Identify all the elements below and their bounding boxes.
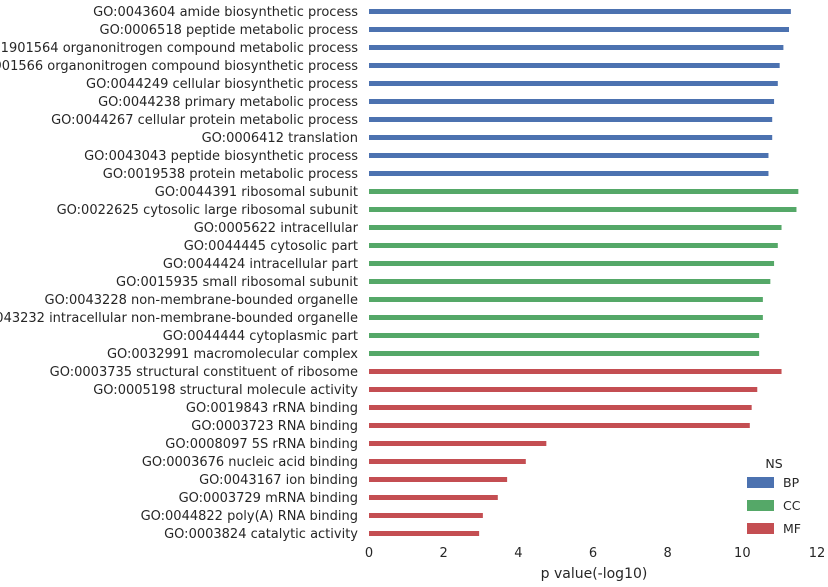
legend-label-bp: BP	[783, 475, 800, 490]
x-axis-ticks-group: 0 2 4 6 8 10 12	[365, 546, 825, 561]
category-label: GO:0006518 peptide metabolic process	[100, 23, 359, 38]
bar-cc-1	[369, 189, 799, 194]
bar-cc-8	[369, 315, 763, 320]
x-axis-title: p value(-log10)	[541, 566, 648, 582]
x-tick-label: 12	[809, 546, 826, 561]
bar-bp-4	[369, 63, 780, 68]
category-label: GO:0015935 small ribosomal subunit	[116, 275, 358, 290]
legend-swatch-bp	[747, 477, 774, 488]
category-label: GO:0043167 ion binding	[199, 473, 358, 488]
legend-entries-group: BP CC MF	[747, 475, 801, 536]
bar-mf-7	[369, 477, 508, 482]
bar-cc-2	[369, 207, 797, 212]
legend-swatch-mf	[747, 523, 774, 534]
bar-bp-5	[369, 81, 778, 86]
legend: NS BP CC MF	[747, 456, 801, 536]
category-label: GO:0003676 nucleic acid binding	[142, 455, 358, 470]
category-label: GO:0019538 protein metabolic process	[103, 167, 358, 182]
category-label: GO:0043232 intracellular non-membrane-bo…	[0, 311, 358, 326]
category-label: GO:0003723 RNA binding	[191, 419, 358, 434]
category-label: GO:0044822 poly(A) RNA binding	[141, 509, 358, 524]
bar-bp-2	[369, 27, 789, 32]
category-label: GO:0044391 ribosomal subunit	[155, 185, 358, 200]
category-label: GO:0032991 macromolecular complex	[107, 347, 358, 362]
category-label: GO:0044267 cellular protein metabolic pr…	[51, 113, 358, 128]
x-tick-label: 4	[514, 546, 522, 561]
bar-bp-8	[369, 135, 773, 140]
bar-cc-9	[369, 333, 760, 338]
bar-bp-9	[369, 153, 769, 158]
category-label: GO:0003735 structural constituent of rib…	[50, 365, 358, 380]
category-label: GO:0043604 amide biosynthetic process	[93, 5, 358, 20]
category-label: GO:0008097 5S rRNA binding	[165, 437, 358, 452]
bar-mf-8	[369, 495, 498, 500]
category-label: GO:0044445 cytosolic part	[184, 239, 358, 254]
category-label: GO:0003824 catalytic activity	[164, 527, 358, 542]
legend-swatch-cc	[747, 500, 774, 511]
category-label: GO:0044238 primary metabolic process	[98, 95, 358, 110]
bar-cc-5	[369, 261, 775, 266]
bar-cc-7	[369, 297, 763, 302]
category-label: GO:0006412 translation	[202, 131, 358, 146]
bar-mf-10	[369, 531, 480, 536]
legend-title: NS	[765, 456, 782, 471]
x-tick-label: 0	[365, 546, 373, 561]
bar-mf-2	[369, 387, 758, 392]
category-label: GO:0022625 cytosolic large ribosomal sub…	[57, 203, 358, 218]
category-label: GO:1901566 organonitrogen compound biosy…	[0, 59, 358, 74]
bar-cc-4	[369, 243, 778, 248]
category-label: GO:0019843 rRNA binding	[186, 401, 358, 416]
category-label: GO:0005198 structural molecule activity	[93, 383, 358, 398]
bars-group	[369, 9, 799, 536]
category-label: GO:0044424 intracellular part	[163, 257, 358, 272]
category-label: GO:0005622 intracellular	[194, 221, 359, 236]
x-tick-label: 2	[440, 546, 448, 561]
bar-cc-3	[369, 225, 782, 230]
legend-label-cc: CC	[783, 498, 801, 513]
bar-mf-4	[369, 423, 750, 428]
category-label: GO:0043228 non-membrane-bounded organell…	[45, 293, 359, 308]
category-label: GO:1901564 organonitrogen compound metab…	[0, 41, 358, 56]
bar-bp-6	[369, 99, 775, 104]
x-tick-label: 6	[589, 546, 597, 561]
bar-mf-1	[369, 369, 782, 374]
category-label: GO:0043043 peptide biosynthetic process	[84, 149, 358, 164]
bar-bp-3	[369, 45, 784, 50]
bar-mf-3	[369, 405, 752, 410]
bar-cc-10	[369, 351, 760, 356]
bar-bp-1	[369, 9, 791, 14]
bar-mf-6	[369, 459, 526, 464]
bar-cc-6	[369, 279, 771, 284]
bar-bp-10	[369, 171, 769, 176]
category-label: GO:0003729 mRNA binding	[179, 491, 358, 506]
category-label: GO:0044444 cytoplasmic part	[163, 329, 358, 344]
category-labels-group: GO:0043604 amide biosynthetic process GO:…	[0, 5, 359, 542]
x-tick-label: 8	[664, 546, 672, 561]
category-label: GO:0044249 cellular biosynthetic process	[86, 77, 358, 92]
bar-bp-7	[369, 117, 773, 122]
x-tick-label: 10	[734, 546, 751, 561]
bar-mf-9	[369, 513, 483, 518]
legend-label-mf: MF	[783, 521, 801, 536]
bar-mf-5	[369, 441, 547, 446]
